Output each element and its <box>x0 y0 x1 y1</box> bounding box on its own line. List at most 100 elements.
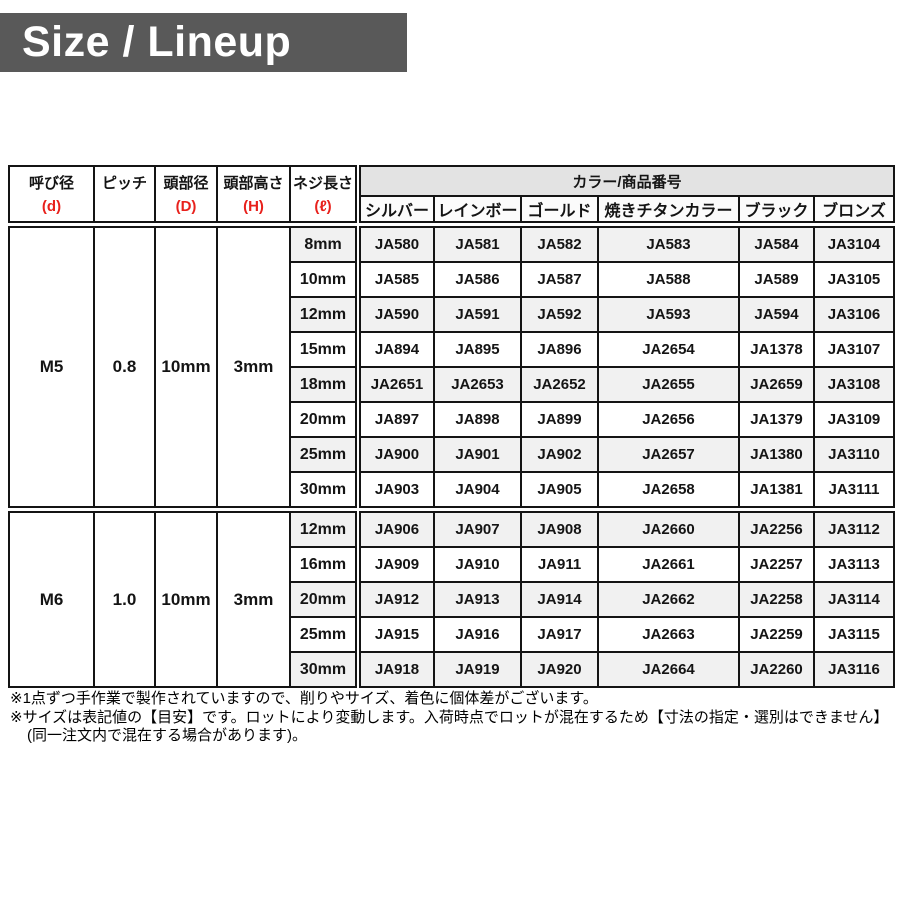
product-code-cell: JA906 <box>355 511 435 548</box>
product-code-cell: JA3116 <box>813 651 895 688</box>
product-code-cell: JA594 <box>738 296 815 333</box>
header-screw-length: ネジ長さ (ℓ) <box>289 165 359 223</box>
product-code-cell: JA896 <box>520 331 599 368</box>
product-code-cell: JA899 <box>520 401 599 438</box>
product-code-cell: JA3104 <box>813 226 895 263</box>
header-symbol: (H) <box>243 198 264 215</box>
table-row: 16mm JA909 JA910 JA911 JA2661 JA2257 JA3… <box>9 546 895 583</box>
product-code-cell: JA588 <box>597 261 740 298</box>
product-code-cell: JA2258 <box>738 581 815 618</box>
screw-length-cell: 30mm <box>289 651 359 688</box>
product-code-cell: JA2654 <box>597 331 740 368</box>
table-row: 18mm JA2651 JA2653 JA2652 JA2655 JA2659 … <box>9 366 895 403</box>
screw-length-cell: 12mm <box>289 296 359 333</box>
spec-cell-diameter: M5 <box>8 226 95 508</box>
product-code-cell: JA910 <box>433 546 522 583</box>
table-row: 20mm JA912 JA913 JA914 JA2662 JA2258 JA3… <box>9 581 895 618</box>
product-code-cell: JA898 <box>433 401 522 438</box>
product-code-cell: JA901 <box>433 436 522 473</box>
footnote-line: ※サイズは表記値の【目安】です。ロットにより変動します。入荷時点でロットが混在す… <box>10 708 889 726</box>
product-code-cell: JA909 <box>355 546 435 583</box>
product-code-cell: JA2659 <box>738 366 815 403</box>
page-title: Size / Lineup <box>22 18 292 66</box>
product-code-cell: JA2660 <box>597 511 740 548</box>
header-pitch: ピッチ <box>93 165 156 223</box>
header-color-gold: ゴールド <box>520 195 599 223</box>
product-code-cell: JA3107 <box>813 331 895 368</box>
screw-length-cell: 25mm <box>289 616 359 653</box>
product-code-cell: JA2257 <box>738 546 815 583</box>
product-code-cell: JA582 <box>520 226 599 263</box>
product-code-cell: JA904 <box>433 471 522 508</box>
screw-length-cell: 12mm <box>289 511 359 548</box>
spec-cell-head-diameter: 10mm <box>154 511 218 688</box>
product-code-cell: JA3108 <box>813 366 895 403</box>
product-code-cell: JA3115 <box>813 616 895 653</box>
product-code-cell: JA583 <box>597 226 740 263</box>
header-label: ネジ長さ <box>292 175 353 192</box>
product-code-cell: JA907 <box>433 511 522 548</box>
product-code-cell: JA913 <box>433 581 522 618</box>
screw-length-cell: 30mm <box>289 471 359 508</box>
size-lineup-tables: 呼び径 (d) ピッチ 頭部径 (D) 頭部高さ (H) ネジ長さ (ℓ) カラ… <box>8 165 896 688</box>
product-code-cell: JA908 <box>520 511 599 548</box>
header-symbol: (D) <box>175 198 197 215</box>
table-row: M6 1.0 10mm 3mm 12mm JA906 JA907 JA908 J… <box>8 511 895 688</box>
header-nominal-diameter: 呼び径 (d) <box>8 165 95 223</box>
screw-length-cell: 15mm <box>289 331 359 368</box>
header-head-height: 頭部高さ (H) <box>216 165 291 223</box>
footnote-line: ※1点ずつ手作業で製作されていますので、削りやサイズ、着色に個体差がございます。 <box>10 690 598 707</box>
product-code-cell: JA900 <box>355 436 435 473</box>
table-row: 12mm JA590 JA591 JA592 JA593 JA594 JA310… <box>9 296 895 333</box>
table-row: 25mm JA915 JA916 JA917 JA2663 JA2259 JA3… <box>9 616 895 653</box>
product-code-cell: JA3113 <box>813 546 895 583</box>
table-row: 10mm JA585 JA586 JA587 JA588 JA589 JA310… <box>9 261 895 298</box>
product-code-cell: JA2260 <box>738 651 815 688</box>
product-code-cell: JA918 <box>355 651 435 688</box>
footnotes: ※1点ずつ手作業で製作されていますので、削りやサイズ、着色に個体差がございます。… <box>10 690 888 746</box>
spec-cell-head-height: 3mm <box>216 226 291 508</box>
product-code-cell: JA919 <box>433 651 522 688</box>
header-color-bronze: ブロンズ <box>812 195 896 223</box>
table-row: M5 0.8 10mm 3mm 8mm JA580 JA581 JA582 JA… <box>8 226 895 508</box>
header-label: 呼び径 <box>28 175 74 192</box>
header-color-black: ブラック <box>738 195 815 223</box>
product-code-cell: JA3106 <box>813 296 895 333</box>
product-code-cell: JA920 <box>520 651 599 688</box>
product-code-cell: JA2656 <box>597 401 740 438</box>
footnote-line: (同一注文内で混在する場合があります)。 <box>27 727 307 744</box>
product-code-cell: JA3111 <box>813 471 895 508</box>
product-code-cell: JA3112 <box>813 511 895 548</box>
product-code-cell: JA903 <box>355 471 435 508</box>
product-code-cell: JA3114 <box>813 581 895 618</box>
header-head-diameter: 頭部径 (D) <box>154 165 218 223</box>
product-code-cell: JA589 <box>738 261 815 298</box>
product-code-cell: JA2653 <box>433 366 522 403</box>
header-label: 頭部高さ <box>223 175 284 192</box>
spec-table-header: 呼び径 (d) ピッチ 頭部径 (D) 頭部高さ (H) ネジ長さ (ℓ) カラ… <box>8 165 896 223</box>
product-code-cell: JA2652 <box>520 366 599 403</box>
spec-cell-diameter: M6 <box>8 511 95 688</box>
product-code-cell: JA1381 <box>738 471 815 508</box>
product-code-cell: JA2663 <box>597 616 740 653</box>
table-row: 30mm JA918 JA919 JA920 JA2664 JA2260 JA3… <box>9 651 895 688</box>
product-code-cell: JA2657 <box>597 436 740 473</box>
product-code-cell: JA590 <box>355 296 435 333</box>
product-code-cell: JA587 <box>520 261 599 298</box>
product-code-cell: JA911 <box>520 546 599 583</box>
product-code-cell: JA912 <box>355 581 435 618</box>
spec-cell-pitch: 1.0 <box>93 511 156 688</box>
product-code-cell: JA915 <box>355 616 435 653</box>
product-code-cell: JA895 <box>433 331 522 368</box>
product-code-cell: JA2651 <box>355 366 435 403</box>
header-color-product-number: カラー/商品番号 <box>354 165 896 197</box>
screw-length-cell: 16mm <box>289 546 359 583</box>
product-code-cell: JA1378 <box>738 331 815 368</box>
product-code-cell: JA3105 <box>813 261 895 298</box>
product-code-cell: JA897 <box>355 401 435 438</box>
product-code-cell: JA2655 <box>597 366 740 403</box>
header-label: 頭部径 <box>163 175 209 192</box>
product-code-cell: JA894 <box>355 331 435 368</box>
product-code-cell: JA917 <box>520 616 599 653</box>
product-code-cell: JA2664 <box>597 651 740 688</box>
